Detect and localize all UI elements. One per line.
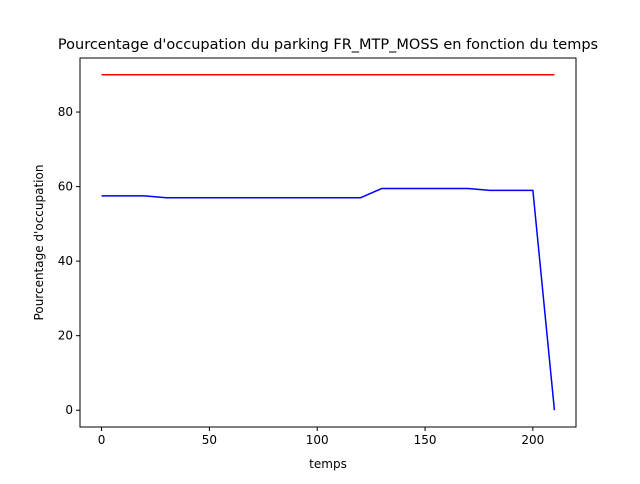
x-tick-label: 50 (202, 433, 217, 447)
x-tick-label: 0 (98, 433, 106, 447)
x-tick-label: 100 (306, 433, 329, 447)
x-axis-label: temps (309, 457, 347, 471)
plot-frame (79, 57, 577, 428)
y-tick-label: 0 (65, 403, 73, 417)
y-tick-label: 40 (58, 254, 73, 268)
y-tick-label: 60 (58, 180, 73, 194)
x-tick-label: 150 (414, 433, 437, 447)
x-axis-ticks: 0 50 100 150 200 (98, 427, 544, 447)
y-tick-label: 20 (58, 329, 73, 343)
y-axis-label: Pourcentage d'occupation (32, 165, 46, 321)
y-axis-ticks: 0 20 40 60 80 (58, 105, 80, 417)
x-tick-label: 200 (521, 433, 544, 447)
y-tick-label: 80 (58, 105, 73, 119)
chart-title: Pourcentage d'occupation du parking FR_M… (58, 37, 598, 53)
series-line-1 (101, 187, 556, 411)
plot-area (101, 74, 556, 411)
